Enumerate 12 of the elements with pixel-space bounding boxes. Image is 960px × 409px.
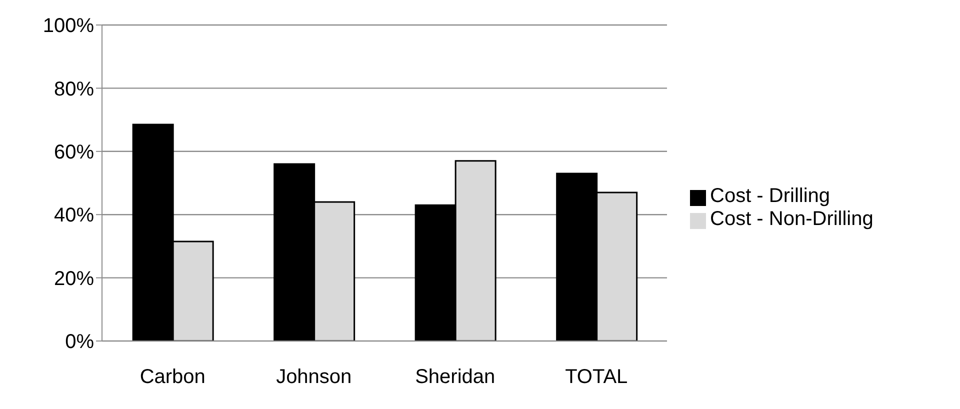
legend-label: Cost - Non-Drilling	[710, 208, 874, 230]
x-tick-label: Carbon	[140, 366, 206, 388]
y-tick-label: 80%	[54, 78, 94, 100]
x-tick-label: Sheridan	[415, 366, 496, 388]
y-tick-label: 20%	[54, 268, 94, 290]
y-tick-label: 60%	[54, 142, 94, 164]
y-tick-label: 40%	[54, 204, 94, 227]
y-tick-label: 0%	[65, 331, 94, 354]
y-tick-label: 100%	[42, 15, 94, 38]
legend-label: Cost - Drilling	[710, 185, 830, 207]
x-tick-label: TOTAL	[565, 366, 628, 388]
x-tick-label: Johnson	[276, 366, 352, 388]
